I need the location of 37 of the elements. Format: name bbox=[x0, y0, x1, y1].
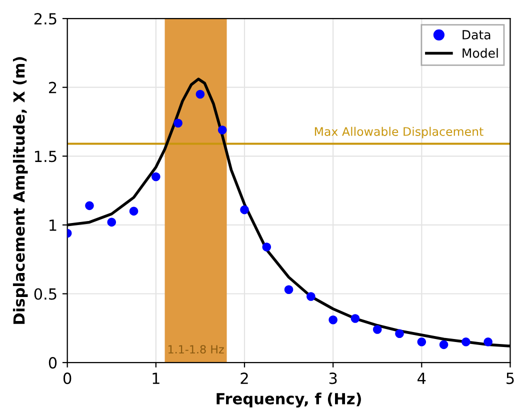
x-tick-label: 3 bbox=[329, 372, 337, 384]
point bbox=[218, 126, 227, 134]
y-tick-label: 0.5 bbox=[34, 288, 56, 300]
point bbox=[174, 118, 182, 128]
y-tick-label: 2.5 bbox=[34, 13, 56, 25]
point bbox=[417, 338, 426, 346]
point bbox=[372, 325, 382, 334]
point bbox=[107, 218, 116, 227]
x-axis-title: Frequency, f (Hz) bbox=[216, 392, 361, 408]
y-tick-label: 0 bbox=[48, 357, 57, 369]
x-tick-label: 1 bbox=[152, 372, 160, 384]
band-label: 1.1-1.8 Hz bbox=[168, 345, 224, 354]
point bbox=[439, 340, 448, 350]
point bbox=[284, 285, 294, 294]
point bbox=[85, 201, 94, 210]
point bbox=[152, 172, 160, 182]
point bbox=[240, 205, 249, 214]
point bbox=[484, 338, 492, 346]
x-tick-label: 4 bbox=[418, 372, 426, 384]
point bbox=[129, 206, 138, 216]
point bbox=[262, 242, 272, 252]
point bbox=[196, 90, 205, 99]
y-tick-label: 1 bbox=[50, 220, 56, 231]
point bbox=[306, 292, 316, 301]
ref-line-label: Max Allowable Displacement bbox=[314, 126, 484, 138]
x-tick-label: 5 bbox=[506, 372, 514, 384]
point bbox=[395, 329, 404, 338]
y-tick-label: 2 bbox=[49, 82, 56, 94]
y-tick-label: 1.5 bbox=[35, 150, 56, 162]
x-tick-label: 2 bbox=[240, 372, 248, 384]
point bbox=[462, 338, 470, 346]
legend-label: Data bbox=[462, 30, 490, 40]
point bbox=[350, 314, 360, 323]
y-axis-title: Displacement Amplitude, X (m) bbox=[12, 57, 28, 324]
point bbox=[328, 316, 338, 324]
legend-label: Model bbox=[462, 48, 498, 58]
x-tick-label: 0 bbox=[63, 372, 72, 384]
